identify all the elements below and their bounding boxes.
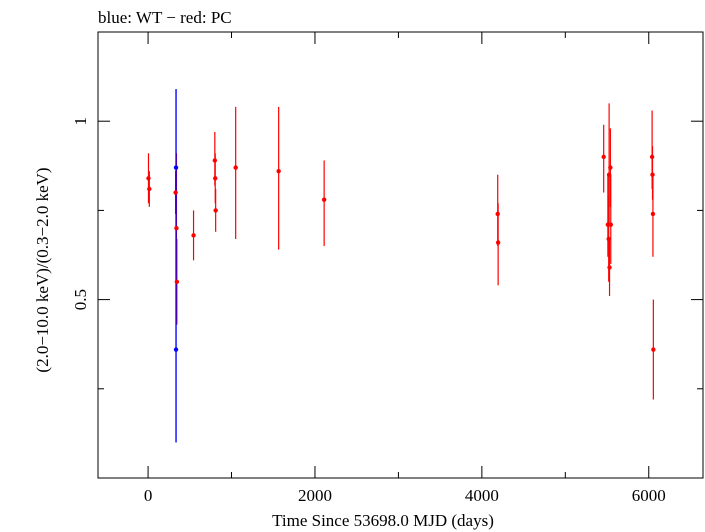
axes: 0 2000 4000 6000 0.5 1 [71, 32, 703, 505]
pc-data-point [147, 186, 152, 192]
y-tick-label: 0.5 [71, 289, 90, 310]
pc-data-point [495, 240, 501, 245]
pc-data-point [601, 154, 606, 160]
pc-data-point [606, 172, 612, 177]
pc-data-point [608, 222, 613, 227]
y-tick-label: 1 [71, 117, 90, 126]
pc-data-point [173, 190, 178, 195]
pc-data-point [607, 265, 612, 270]
pc-data-point [233, 165, 238, 170]
y-axis-label: (2.0−10.0 keV)/(0.3−2.0 keV) [33, 167, 52, 372]
pc-data-point [321, 197, 327, 202]
x-axis-label: Time Since 53698.0 MJD (days) [272, 511, 494, 530]
x-tick-label: 2000 [298, 486, 332, 505]
wt-data-point [173, 347, 179, 352]
pc-data-point [191, 233, 196, 238]
wt-data-point [173, 165, 179, 170]
pc-data-point [650, 211, 656, 217]
x-tick-label: 6000 [632, 486, 666, 505]
pc-data-point [174, 279, 180, 284]
plot-frame [97, 31, 704, 479]
chart-title: blue: WT − red: PC [98, 8, 232, 27]
data-marks [146, 89, 656, 443]
pc-data-point [174, 226, 179, 231]
pc-data-point [213, 176, 218, 181]
pc-data-point [606, 236, 611, 242]
pc-data-point [608, 165, 613, 170]
pc-data-point [213, 208, 218, 213]
pc-data-point [146, 176, 151, 181]
pc-data-point [276, 168, 281, 174]
pc-data-point [650, 172, 655, 177]
x-tick-label: 0 [144, 486, 153, 505]
pc-data-point [212, 158, 218, 163]
pc-data-point [651, 347, 656, 352]
x-tick-label: 4000 [465, 486, 499, 505]
pc-data-point [495, 211, 500, 217]
pc-data-point [649, 154, 655, 160]
